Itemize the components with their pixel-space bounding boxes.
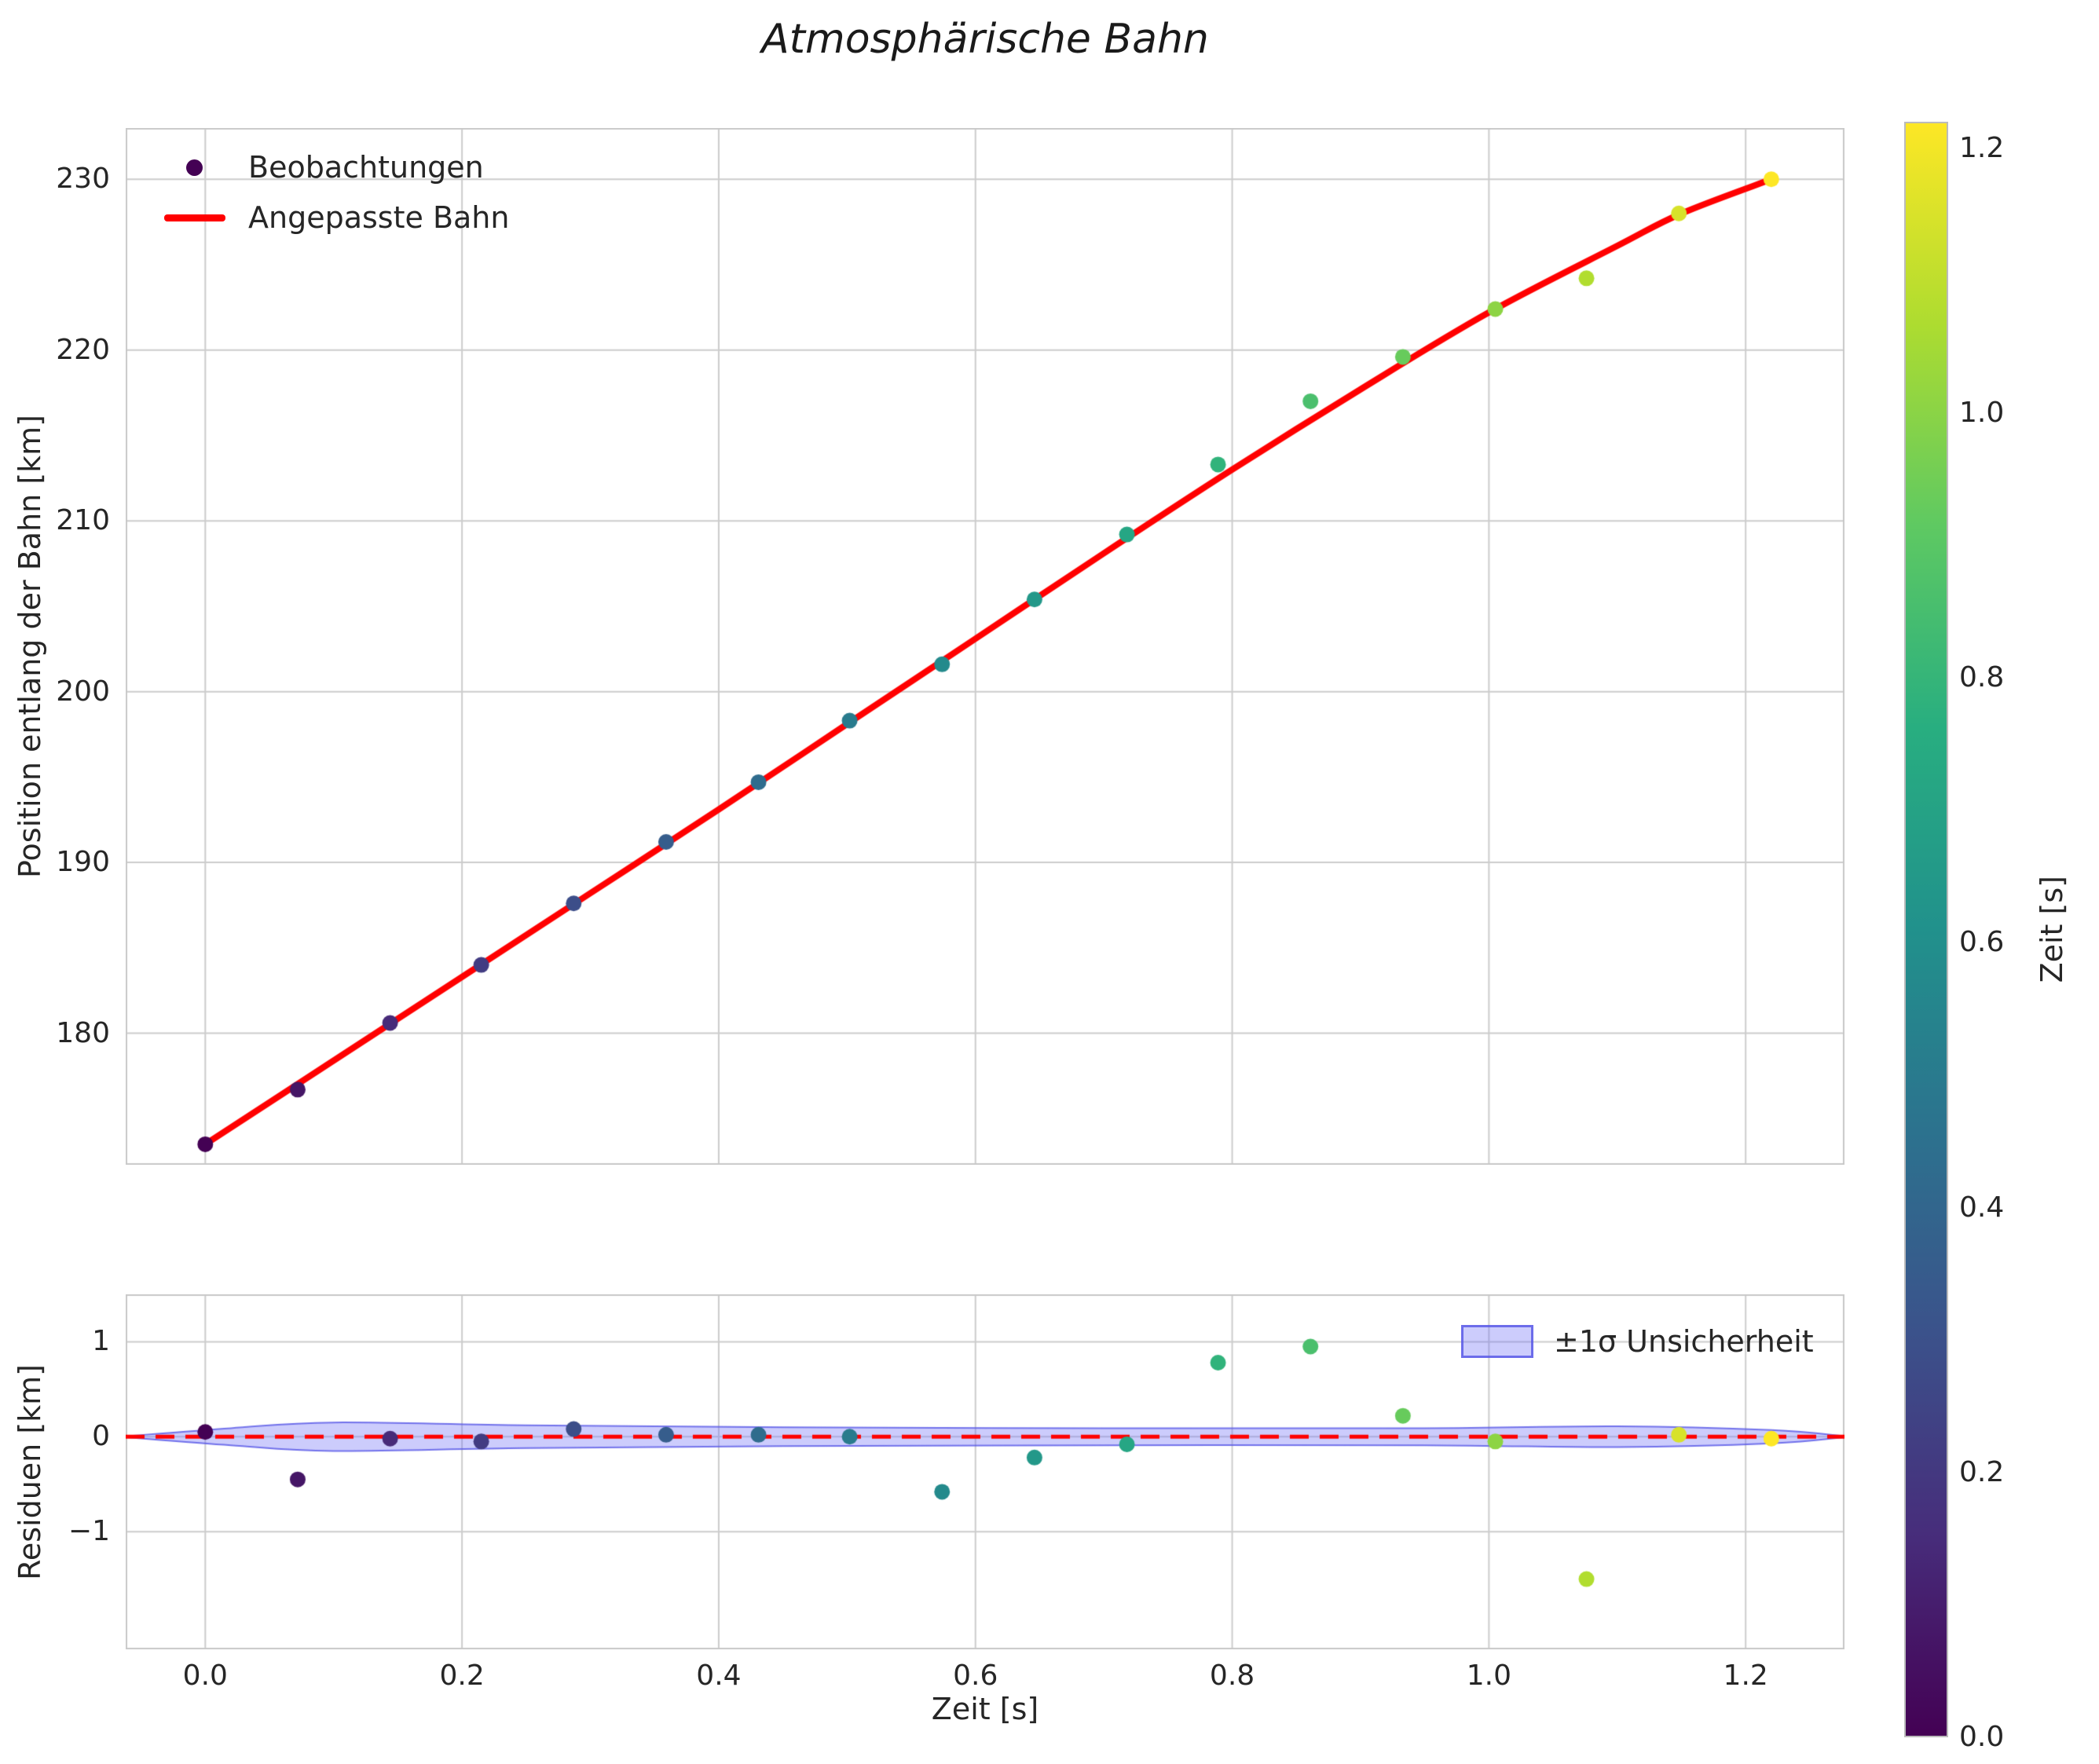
- x-tick-label: 0.4: [696, 1660, 742, 1692]
- residual-y-tick-label: 1: [92, 1325, 110, 1358]
- colorbar-label: Zeit [s]: [2035, 876, 2069, 983]
- x-tick-label: 0.8: [1209, 1660, 1255, 1692]
- main-y-tick-label: 180: [56, 1016, 110, 1049]
- residual-legend: ±1σ Unsicherheit: [1461, 1324, 1814, 1359]
- main-plot-area: Beobachtungen Angepasste Bahn: [126, 128, 1844, 1165]
- colorbar-tick-label: 0.0: [1959, 1721, 2005, 1753]
- colorbar-tick-label: 1.0: [1959, 396, 2005, 429]
- legend-item-fitted-line: Angepasste Bahn: [161, 200, 509, 235]
- colorbar-tick-label: 0.4: [1959, 1191, 2005, 1224]
- colorbar-tick-label: 1.2: [1959, 131, 2005, 164]
- main-y-tick-label: 200: [56, 675, 110, 708]
- x-tick-label: 1.0: [1466, 1660, 1511, 1692]
- legend-item-observations: Beobachtungen: [161, 150, 509, 185]
- residual-y-tick-label: 0: [92, 1420, 110, 1453]
- main-y-axis-label: Position entlang der Bahn [km]: [13, 414, 47, 878]
- x-axis-label: Zeit [s]: [931, 1692, 1039, 1726]
- chart-title: Atmosphärische Bahn: [761, 16, 1209, 63]
- residual-y-tick-label: −1: [68, 1515, 110, 1548]
- colorbar: [1904, 122, 1948, 1737]
- main-legend: Beobachtungen Angepasste Bahn: [161, 150, 509, 235]
- uncertainty-legend-label: ±1σ Unsicherheit: [1554, 1324, 1814, 1359]
- uncertainty-band-icon: [1461, 1325, 1533, 1358]
- residual-plot-canvas: [126, 1294, 1844, 1649]
- main-plot-canvas: [126, 128, 1844, 1165]
- colorbar-tick-label: 0.6: [1959, 926, 2005, 959]
- legend-fitted-label: Angepasste Bahn: [248, 200, 510, 235]
- x-tick-label: 1.2: [1723, 1660, 1768, 1692]
- residual-plot-area: ±1σ Unsicherheit: [126, 1294, 1844, 1649]
- legend-observations-label: Beobachtungen: [248, 150, 484, 185]
- colorbar-tick-label: 0.8: [1959, 661, 2005, 694]
- colorbar-label-wrap: Zeit [s]: [2033, 122, 2071, 1737]
- x-tick-label: 0.0: [182, 1660, 228, 1692]
- colorbar-tick-label: 0.2: [1959, 1455, 2005, 1488]
- x-tick-label: 0.2: [439, 1660, 485, 1692]
- main-y-axis-label-wrap: Position entlang der Bahn [km]: [11, 128, 49, 1165]
- observations-dot-icon: [161, 159, 228, 176]
- fitted-line-icon: [161, 214, 228, 221]
- main-y-tick-label: 210: [56, 504, 110, 537]
- main-y-tick-label: 190: [56, 846, 110, 879]
- main-y-tick-label: 230: [56, 163, 110, 196]
- x-tick-label: 0.6: [953, 1660, 998, 1692]
- main-y-tick-label: 220: [56, 333, 110, 366]
